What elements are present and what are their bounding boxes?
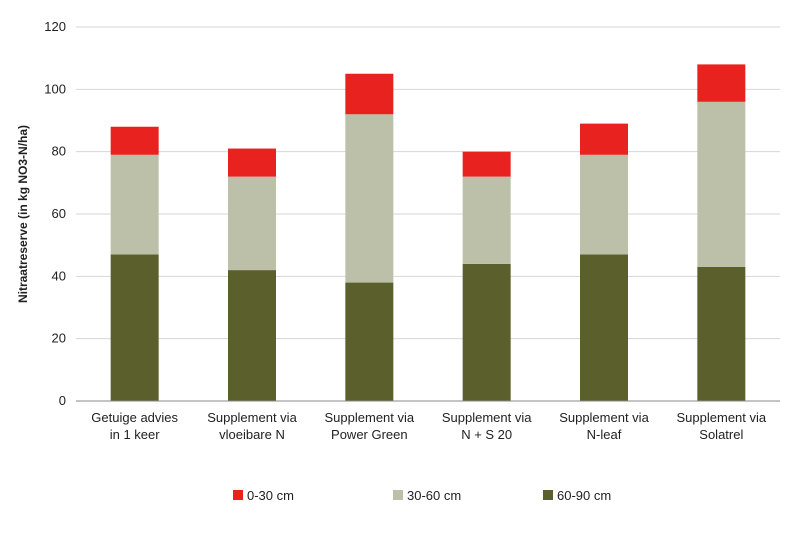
y-tick-label: 0: [59, 393, 66, 408]
bar-segment-0-30-cm: [345, 73, 394, 115]
bar-segment-30-60-cm: [580, 154, 628, 255]
y-tick-label: 40: [52, 268, 66, 283]
x-category-label: Supplement via: [207, 410, 297, 425]
bar-segment-0-30-cm: [580, 123, 628, 155]
bar-segment-0-30-cm: [462, 151, 511, 177]
bar-segment-0-30-cm: [697, 64, 746, 102]
legend-swatch: [233, 490, 243, 500]
x-axis-categories: Getuige advies in 1 keer Supplement via vlo…: [91, 410, 767, 442]
x-category-label: Supplement via: [442, 410, 532, 425]
y-tick-label: 60: [52, 206, 66, 221]
bar-segment-60-90-cm: [110, 254, 159, 401]
x-category-label: in 1 keer: [110, 427, 161, 442]
bar-segment-30-60-cm: [462, 176, 511, 264]
y-tick-label: 100: [44, 81, 66, 96]
bar-segment-30-60-cm: [228, 176, 276, 271]
x-category-label: N + S 20: [461, 427, 512, 442]
y-tick-label: 80: [52, 144, 66, 159]
x-category-label: vloeibare N: [219, 427, 285, 442]
bar-segment-0-30-cm: [110, 126, 159, 155]
x-category-label: Supplement via: [325, 410, 415, 425]
x-category-label: Supplement via: [559, 410, 649, 425]
legend-swatch: [543, 490, 553, 500]
x-category-label: Power Green: [331, 427, 408, 442]
legend-swatch: [393, 490, 403, 500]
bar-segment-60-90-cm: [580, 254, 628, 401]
bars: [110, 64, 746, 401]
x-category-label: N-leaf: [587, 427, 622, 442]
x-category-label: Solatrel: [699, 427, 743, 442]
legend-label: 30-60 cm: [407, 488, 461, 503]
legend-label: 0-30 cm: [247, 488, 294, 503]
y-tick-label: 120: [44, 19, 66, 34]
legend: 0-30 cm 30-60 cm 60-90 cm: [233, 488, 611, 503]
bar-segment-60-90-cm: [462, 263, 511, 401]
x-category-label: Getuige advies: [91, 410, 178, 425]
bar-segment-60-90-cm: [228, 270, 276, 401]
bar-segment-60-90-cm: [697, 266, 746, 401]
gridlines: [76, 26, 780, 340]
bar-segment-60-90-cm: [345, 282, 394, 401]
bar-segment-30-60-cm: [110, 154, 159, 255]
y-axis-label: Nitraatreserve (in kg NO3-N/ha): [16, 125, 30, 303]
bar-segment-30-60-cm: [345, 114, 394, 283]
y-tick-label: 20: [52, 331, 66, 346]
legend-label: 60-90 cm: [557, 488, 611, 503]
y-axis-ticks: 0 20 40 60 80 100 120: [44, 19, 66, 408]
bar-segment-0-30-cm: [228, 148, 276, 177]
x-category-label: Supplement via: [677, 410, 767, 425]
bar-segment-30-60-cm: [697, 101, 746, 267]
